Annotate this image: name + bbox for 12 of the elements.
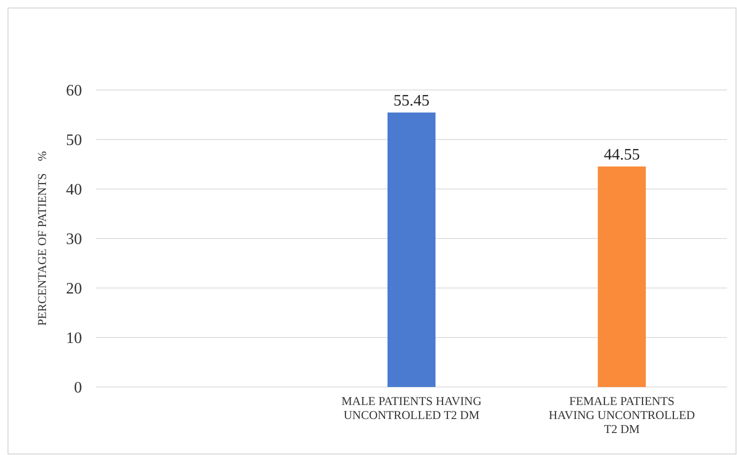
y-tick-label: 60 — [66, 82, 82, 100]
y-tick-label: 40 — [66, 182, 82, 199]
y-tick-label: 0 — [74, 380, 82, 397]
x-tick-label: MALE PATIENTS HAVING UNCONTROLLED T2 DM — [341, 394, 482, 422]
y-tick-label: 20 — [66, 280, 82, 298]
data-label: 55.45 — [394, 92, 430, 110]
data-label: 44.55 — [604, 146, 640, 164]
y-axis-title: PERCENTAGE OF PATIENTS % — [35, 151, 49, 326]
y-tick-label: 10 — [66, 330, 82, 348]
y-tick-label: 50 — [66, 132, 82, 150]
y-tick-label: 30 — [66, 231, 82, 248]
x-tick-label: FEMALE PATIENTS HAVING UNCONTROLLED T2 DM — [548, 394, 696, 436]
